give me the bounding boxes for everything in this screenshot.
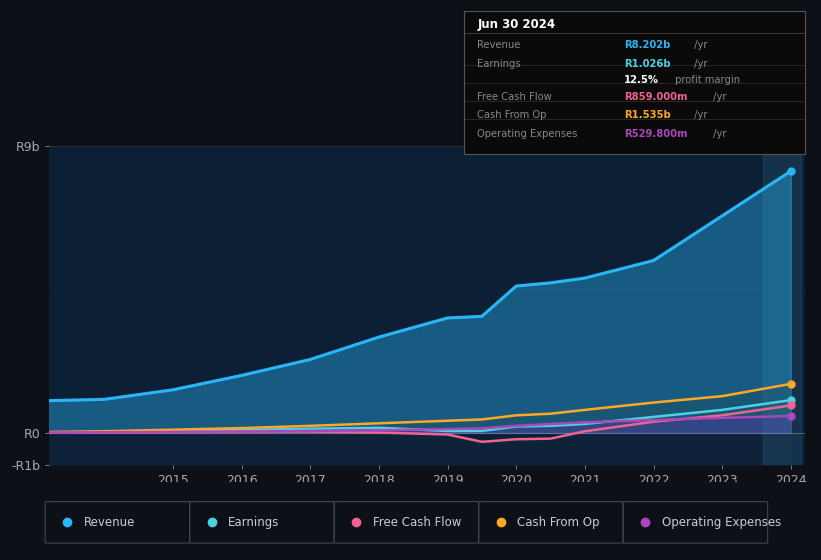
Text: Free Cash Flow: Free Cash Flow	[478, 92, 553, 102]
Bar	[764, 146, 801, 465]
Text: R1.026b: R1.026b	[624, 59, 671, 69]
Text: profit margin: profit margin	[672, 76, 740, 86]
Text: /yr: /yr	[690, 59, 707, 69]
Text: /yr: /yr	[690, 40, 707, 50]
Text: R529.800m: R529.800m	[624, 129, 687, 139]
Text: Operating Expenses: Operating Expenses	[662, 516, 781, 529]
Text: R859.000m: R859.000m	[624, 92, 687, 102]
Text: Operating Expenses: Operating Expenses	[478, 129, 578, 139]
Text: Revenue: Revenue	[478, 40, 521, 50]
Text: /yr: /yr	[690, 110, 707, 120]
Text: Cash From Op: Cash From Op	[517, 516, 599, 529]
Text: /yr: /yr	[710, 129, 727, 139]
Text: R8.202b: R8.202b	[624, 40, 671, 50]
Text: /yr: /yr	[710, 92, 727, 102]
Text: R1.535b: R1.535b	[624, 110, 671, 120]
Text: Free Cash Flow: Free Cash Flow	[373, 516, 461, 529]
Text: Revenue: Revenue	[84, 516, 135, 529]
Text: Cash From Op: Cash From Op	[478, 110, 547, 120]
Text: Earnings: Earnings	[478, 59, 521, 69]
Text: Earnings: Earnings	[228, 516, 280, 529]
Text: 12.5%: 12.5%	[624, 76, 659, 86]
Text: Jun 30 2024: Jun 30 2024	[478, 18, 556, 31]
